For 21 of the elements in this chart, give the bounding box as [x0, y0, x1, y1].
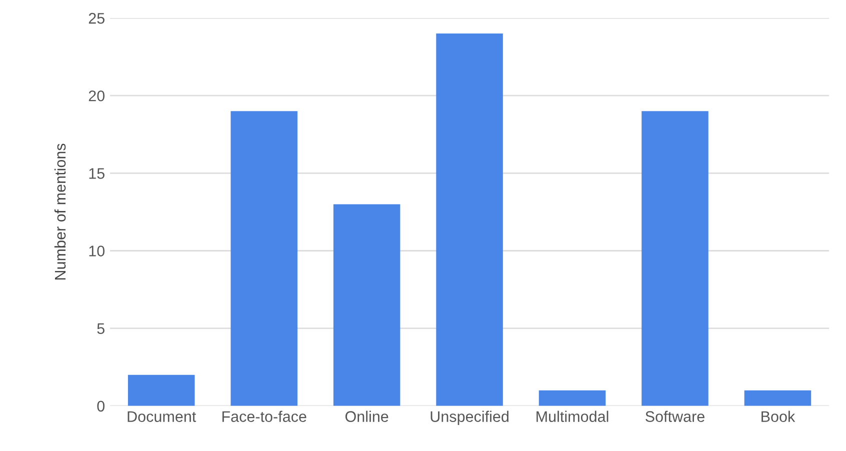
y-tick-label: 5	[97, 323, 104, 334]
bar	[744, 390, 812, 406]
x-tick-label: Face-to-face	[222, 410, 306, 422]
bar	[436, 34, 503, 406]
x-tick-label: Multimodal	[536, 410, 608, 422]
x-tick-label: Software	[646, 410, 704, 422]
bar	[230, 111, 298, 406]
x-tick-label: Book	[762, 410, 796, 422]
bar	[642, 111, 708, 406]
x-tick-label: Online	[345, 410, 388, 422]
y-tick-label: 10	[89, 246, 105, 256]
bar	[538, 390, 606, 406]
x-tick-label: Document	[128, 411, 196, 422]
x-tick-label: Unspecified	[430, 410, 508, 426]
y-tick-label: 20	[88, 90, 105, 102]
y-axis-title: Number of mentions	[54, 144, 66, 280]
y-tick-label: 0	[97, 400, 105, 412]
bar	[128, 374, 195, 406]
y-tick-label: 25	[88, 12, 104, 24]
y-tick-label: 15	[89, 168, 104, 179]
bar	[333, 204, 400, 406]
